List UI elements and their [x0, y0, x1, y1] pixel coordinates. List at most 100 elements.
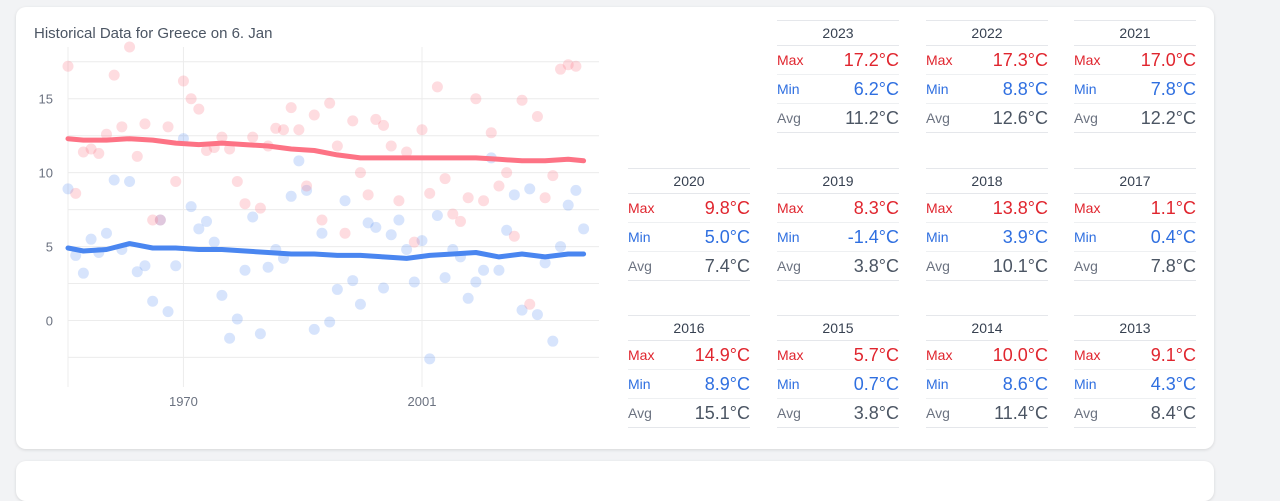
avg-value: 11.4°C: [994, 402, 1048, 423]
year-table-2021: 2021 Max 17.0°C Min 7.8°C Avg 12.2°C: [1074, 20, 1196, 133]
max-point: [285, 102, 297, 114]
avg-label: Avg: [926, 258, 950, 274]
max-point: [193, 103, 205, 115]
min-point: [62, 183, 74, 195]
min-point: [147, 295, 159, 307]
min-point: [493, 264, 505, 276]
max-point: [493, 180, 505, 192]
max-point: [100, 128, 112, 140]
max-label: Max: [628, 200, 655, 216]
min-point: [124, 176, 136, 188]
min-label: Min: [926, 376, 949, 392]
max-point: [170, 176, 182, 188]
min-value: 3.9°C: [1002, 226, 1048, 247]
max-point: [339, 227, 351, 239]
min-point: [254, 328, 266, 340]
min-point: [385, 229, 397, 241]
x-tick-label: 1970: [169, 394, 198, 409]
max-label: Max: [628, 347, 655, 363]
min-point: [285, 190, 297, 202]
min-point: [439, 272, 451, 284]
year-label: 2019: [777, 168, 899, 194]
min-point: [293, 155, 305, 167]
avg-value: 15.1°C: [694, 402, 750, 423]
year-label: 2020: [628, 168, 750, 194]
min-point: [162, 306, 174, 318]
avg-label: Avg: [1074, 405, 1098, 421]
min-trend-line: [65, 241, 587, 261]
year-table-2023: 2023 Max 17.2°C Min 6.2°C Avg 11.2°C: [777, 20, 899, 133]
avg-value: 7.4°C: [704, 255, 750, 276]
max-value: 10.0°C: [992, 344, 1048, 365]
min-point: [378, 282, 390, 294]
max-point: [270, 122, 282, 134]
avg-label: Avg: [777, 258, 801, 274]
max-point: [254, 202, 266, 214]
max-label: Max: [1074, 52, 1101, 68]
max-label: Max: [926, 347, 953, 363]
min-point: [139, 260, 151, 272]
year-label: 2014: [926, 315, 1048, 341]
min-point: [570, 184, 582, 196]
min-value: 0.4°C: [1150, 226, 1196, 247]
max-value: 1.1°C: [1150, 197, 1196, 218]
min-point: [216, 289, 228, 301]
min-point: [170, 260, 182, 272]
min-value: 0.7°C: [853, 373, 899, 394]
y-tick-label: 5: [46, 240, 53, 255]
max-trend-line: [65, 136, 587, 164]
max-label: Max: [926, 52, 953, 68]
max-point: [301, 180, 313, 192]
year-label: 2022: [926, 20, 1048, 46]
max-point: [185, 93, 197, 105]
max-label: Max: [926, 200, 953, 216]
max-point: [162, 121, 174, 133]
min-point: [247, 211, 259, 223]
min-label: Min: [777, 81, 800, 97]
max-point: [508, 230, 520, 242]
avg-label: Avg: [926, 110, 950, 126]
y-tick-label: 0: [46, 313, 53, 328]
max-point: [139, 118, 151, 130]
max-label: Max: [777, 200, 804, 216]
max-value: 17.3°C: [992, 49, 1048, 70]
historical-data-card: Historical Data for Greece on 6. Jan 0 5 1…: [16, 7, 1214, 449]
max-point: [485, 127, 497, 139]
max-point: [324, 97, 336, 109]
max-point: [108, 69, 120, 81]
min-value: 4.3°C: [1150, 373, 1196, 394]
max-point: [524, 298, 536, 310]
max-point: [555, 63, 567, 75]
max-point: [431, 81, 443, 93]
min-label: Min: [777, 376, 800, 392]
min-point: [224, 332, 236, 344]
min-point: [77, 267, 89, 279]
avg-value: 7.8°C: [1150, 255, 1196, 276]
min-point: [539, 257, 551, 269]
max-point: [93, 147, 105, 159]
avg-value: 3.8°C: [853, 402, 899, 423]
max-value: 9.8°C: [704, 197, 750, 218]
min-label: Min: [1074, 229, 1097, 245]
min-value: 8.9°C: [704, 373, 750, 394]
max-point: [131, 150, 143, 162]
year-label: 2016: [628, 315, 750, 341]
min-point: [131, 266, 143, 278]
year-label: 2017: [1074, 168, 1196, 194]
year-label: 2021: [1074, 20, 1196, 46]
year-table-2014: 2014 Max 10.0°C Min 8.6°C Avg 11.4°C: [926, 315, 1048, 428]
min-value: -1.4°C: [847, 226, 899, 247]
min-point: [362, 217, 374, 229]
min-label: Min: [926, 229, 949, 245]
min-label: Min: [628, 229, 651, 245]
max-point: [378, 119, 390, 131]
min-value: 6.2°C: [853, 78, 899, 99]
year-label: 2023: [777, 20, 899, 46]
min-label: Min: [1074, 81, 1097, 97]
min-point: [70, 249, 82, 261]
min-point: [508, 189, 520, 201]
min-point: [393, 214, 405, 226]
min-point: [154, 214, 166, 226]
min-label: Min: [628, 376, 651, 392]
max-point: [247, 131, 259, 143]
